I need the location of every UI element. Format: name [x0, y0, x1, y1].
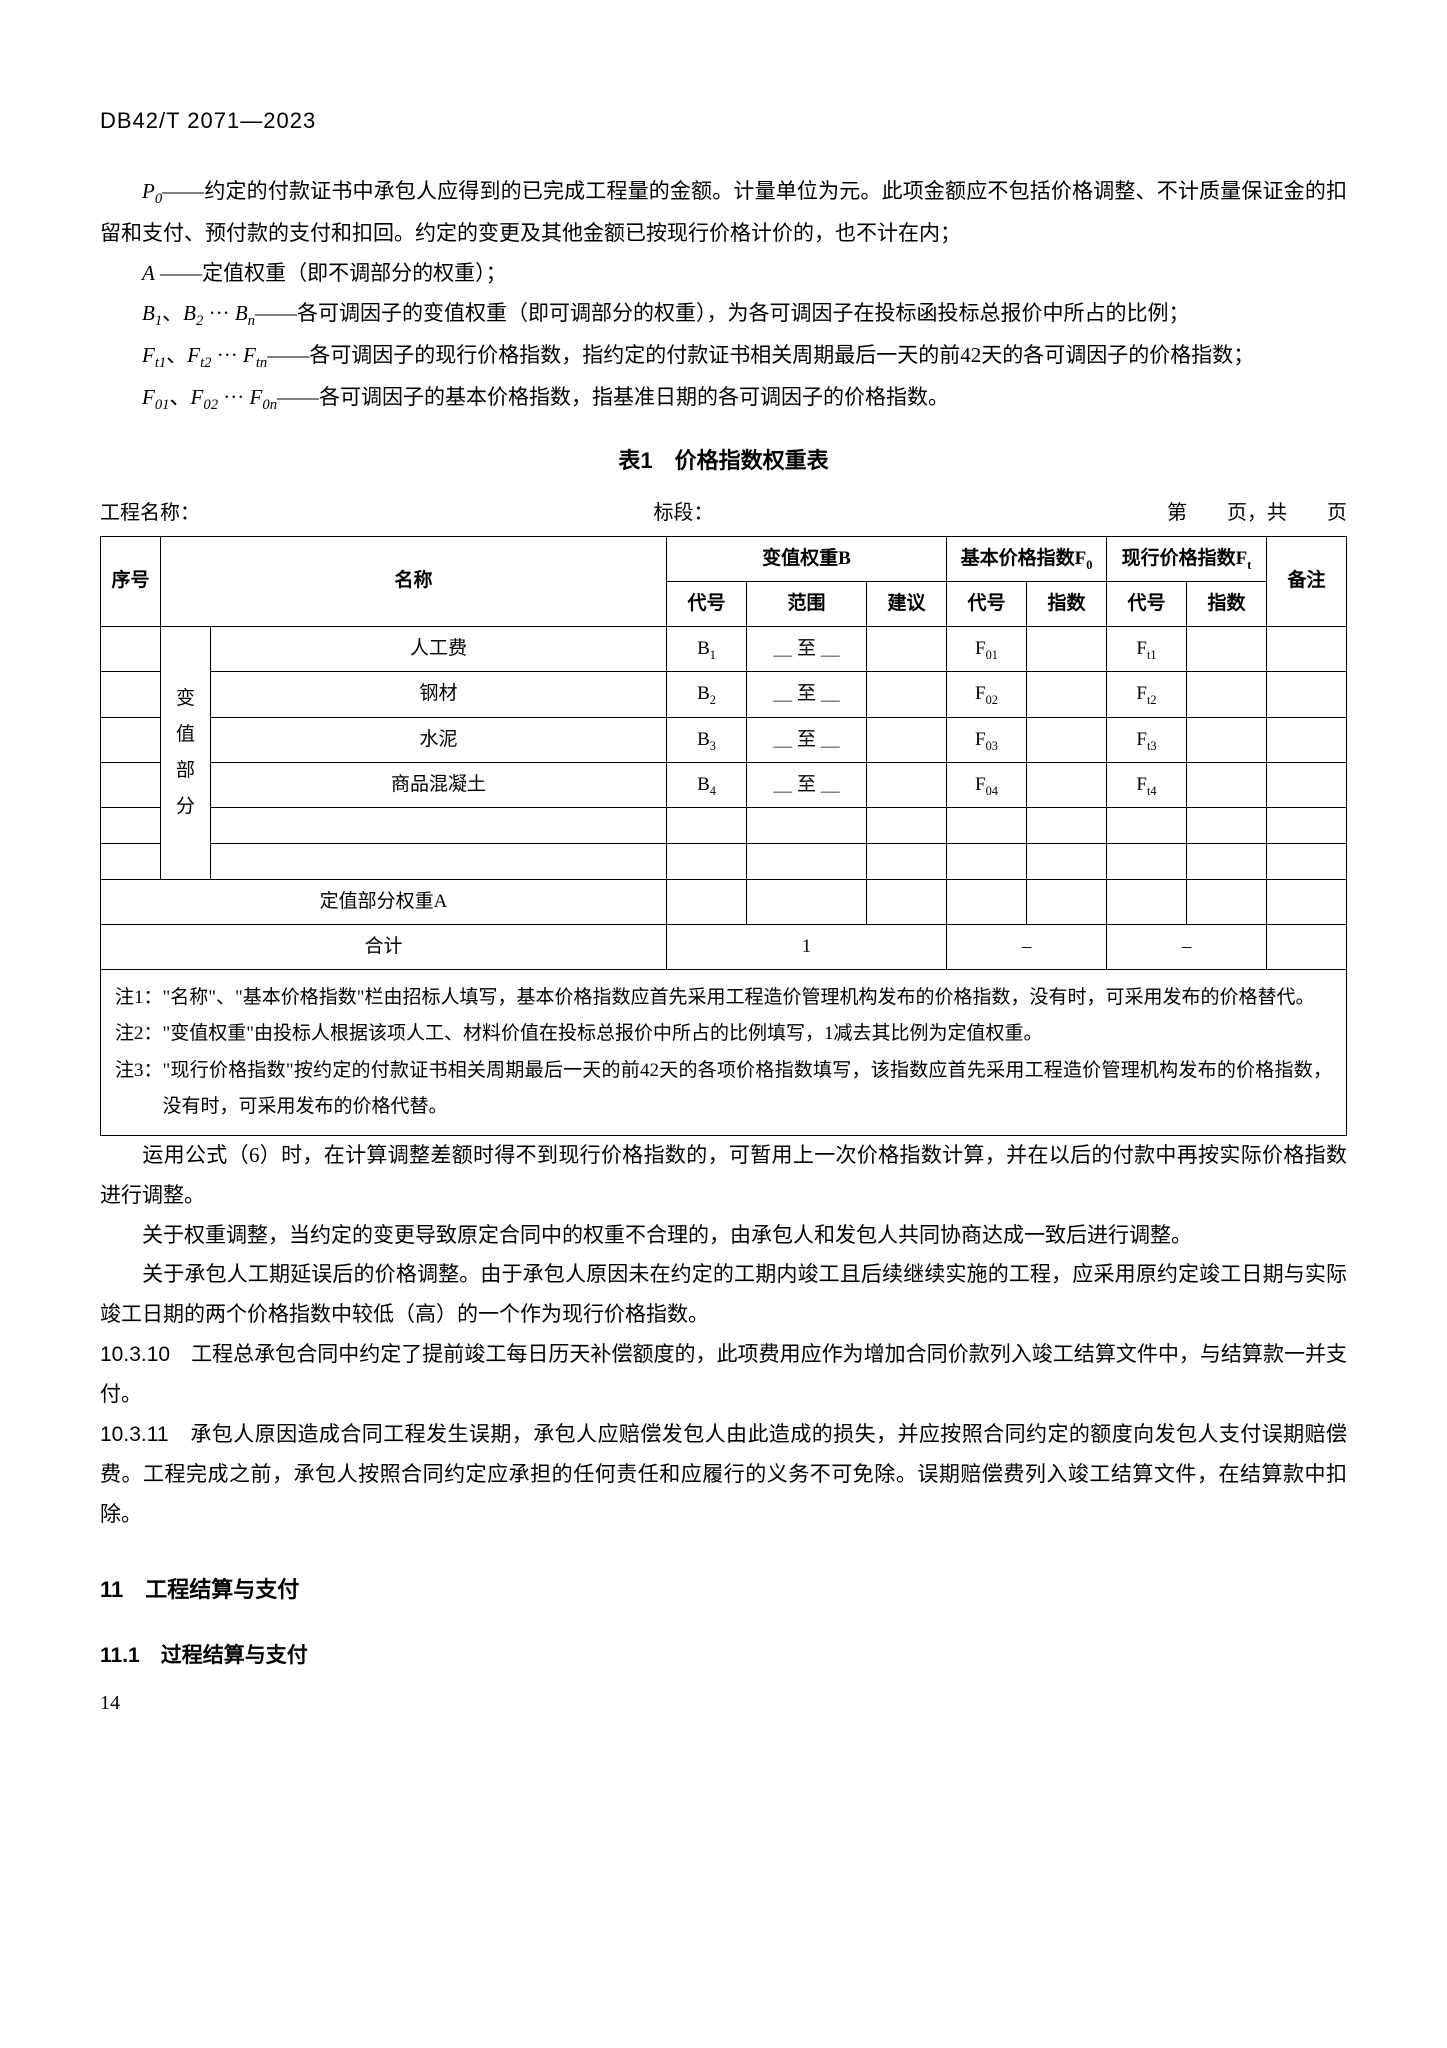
clause-10-3-11: 10.3.11 承包人原因造成合同工程发生误期，承包人应赔偿发包人由此造成的损失…: [100, 1415, 1347, 1535]
def-f0: F01、F02 ··· F0n——各可调因子的基本价格指数，指基准日期的各可调因…: [100, 378, 1347, 420]
def-b: B1、B2 ··· Bn——各可调因子的变值权重（即可调部分的权重），为各可调因…: [100, 294, 1347, 336]
def-ft: Ft1、Ft2 ··· Ftn——各可调因子的现行价格指数，指约定的付款证书相关…: [100, 336, 1347, 378]
table-row: [101, 844, 1347, 880]
project-name-label: 工程名称：: [100, 494, 200, 532]
body-p2: 关于权重调整，当约定的变更导致原定合同中的权重不合理的，由承包人和发包人共同协商…: [100, 1216, 1347, 1256]
section-label: 标段：: [654, 494, 714, 532]
th-index-ft: 指数: [1187, 582, 1267, 627]
page-number: 14: [100, 1684, 1347, 1722]
def-p0: P0——约定的付款证书中承包人应得到的已完成工程量的金额。计量单位为元。此项金额…: [100, 172, 1347, 254]
body-p3: 关于承包人工期延误后的价格调整。由于承包人原因未在约定的工期内竣工且后续继续实施…: [100, 1255, 1347, 1335]
table-row: 商品混凝土 B4 ＿ 至 ＿ F04 Ft4: [101, 762, 1347, 807]
th-code-ft: 代号: [1107, 582, 1187, 627]
total-row: 合计 1 – –: [101, 925, 1347, 970]
th-remark: 备注: [1267, 536, 1347, 626]
th-curr-ft: 现行价格指数Ft: [1107, 536, 1267, 581]
th-weight-b: 变值权重B: [667, 536, 947, 581]
table-title: 表1 价格指数权重表: [100, 440, 1347, 482]
def-a: A ——定值权重（即不调部分的权重）；: [100, 254, 1347, 294]
table-row: 变值部分 人工费 B1 ＿ 至 ＿ F01 Ft1: [101, 627, 1347, 672]
document-id: DB42/T 2071—2023: [100, 100, 1347, 142]
table-row: 钢材 B2 ＿ 至 ＿ F02 Ft2: [101, 672, 1347, 717]
th-range: 范围: [747, 582, 867, 627]
section-11-1: 11.1 过程结算与支付: [100, 1636, 1347, 1676]
th-seq: 序号: [101, 536, 161, 626]
page-info-label: 第 页，共 页: [1167, 494, 1347, 532]
th-name: 名称: [161, 536, 667, 626]
fixed-part-row: 定值部分权重A: [101, 880, 1347, 925]
th-suggest: 建议: [867, 582, 947, 627]
body-p1: 运用公式（6）时，在计算调整差额时得不到现行价格指数的，可暂用上一次价格指数计算…: [100, 1136, 1347, 1216]
clause-10-3-10: 10.3.10 工程总承包合同中约定了提前竣工每日历天补偿额度的，此项费用应作为…: [100, 1335, 1347, 1415]
table-row: 水泥 B3 ＿ 至 ＿ F03 Ft3: [101, 717, 1347, 762]
th-base-f0: 基本价格指数F0: [947, 536, 1107, 581]
table-row: [101, 808, 1347, 844]
th-code-f0: 代号: [947, 582, 1027, 627]
th-index-f0: 指数: [1027, 582, 1107, 627]
table-meta-row: 工程名称： 标段： 第 页，共 页: [100, 494, 1347, 532]
section-11: 11 工程结算与支付: [100, 1569, 1347, 1611]
var-part-label: 变值部分: [161, 627, 211, 880]
th-code-b: 代号: [667, 582, 747, 627]
table-notes: 注1："名称"、"基本价格指数"栏由招标人填写，基本价格指数应首先采用工程造价管…: [101, 970, 1347, 1135]
weight-table: 序号 名称 变值权重B 基本价格指数F0 现行价格指数Ft 备注 代号 范围 建…: [100, 536, 1347, 1136]
